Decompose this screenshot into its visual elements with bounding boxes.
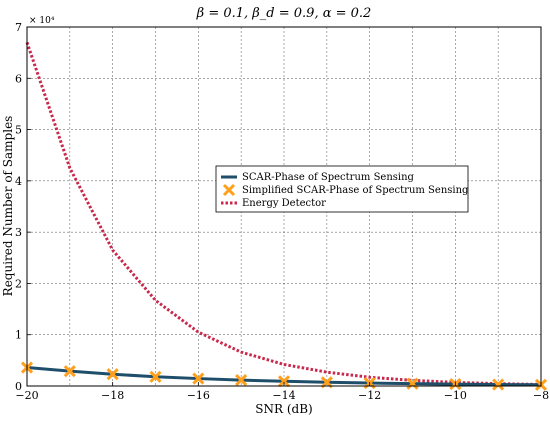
marker-simplified-scar [277, 375, 291, 388]
legend-label-energy-detector: Energy Detector [242, 198, 326, 209]
x-tick-label: −18 [101, 389, 124, 402]
marker-simplified-scar [235, 374, 248, 387]
y-tick-label: 0 [15, 380, 22, 393]
y-axis: 0 1 2 3 4 5 6 7 [15, 21, 31, 393]
y-tick-label: 4 [15, 175, 22, 188]
legend-label-simplified-scar: Simplified SCAR-Phase of Spectrum Sensin… [242, 185, 469, 196]
x-tick-label: −20 [15, 389, 38, 402]
y-multiplier-label: × 10⁴ [29, 16, 55, 26]
x-tick-label: −16 [187, 389, 210, 402]
y-tick-label: 3 [15, 226, 22, 239]
x-tick-label: −14 [272, 389, 295, 402]
legend-entry-scar: SCAR-Phase of Spectrum Sensing [221, 172, 415, 183]
y-tick-label: 2 [15, 277, 22, 290]
legend: SCAR-Phase of Spectrum Sensing Simplifie… [215, 165, 469, 213]
x-axis: −20 −18 −16 −14 −12 −10 −8 [15, 382, 549, 402]
chart-title: β = 0.1, β_d = 0.9, α = 0.2 [196, 6, 372, 21]
x-tick-label: −10 [444, 389, 467, 402]
y-axis-label: Required Number of Samples [1, 116, 15, 297]
legend-entry-energy-detector: Energy Detector [221, 198, 326, 209]
y-tick-label: 5 [15, 124, 22, 137]
marker-simplified-scar [406, 377, 419, 390]
y-tick-label: 6 [15, 72, 22, 85]
legend-swatch-simplified-scar [222, 183, 236, 197]
marker-simplified-scar [492, 378, 505, 391]
marker-simplified-scar [106, 368, 119, 381]
legend-label-scar: SCAR-Phase of Spectrum Sensing [242, 172, 415, 183]
x-tick-label: −12 [358, 389, 381, 402]
marker-simplified-scar [63, 365, 76, 378]
marker-simplified-scar [149, 370, 162, 383]
legend-box [215, 165, 469, 213]
y-tick-label: 1 [15, 329, 22, 342]
marker-simplified-scar [192, 372, 205, 385]
x-axis-label: SNR (dB) [255, 402, 312, 416]
x-tick-label: −8 [533, 389, 549, 402]
y-tick-label: 7 [15, 21, 22, 34]
legend-entry-simplified-scar: Simplified SCAR-Phase of Spectrum Sensin… [222, 183, 469, 197]
